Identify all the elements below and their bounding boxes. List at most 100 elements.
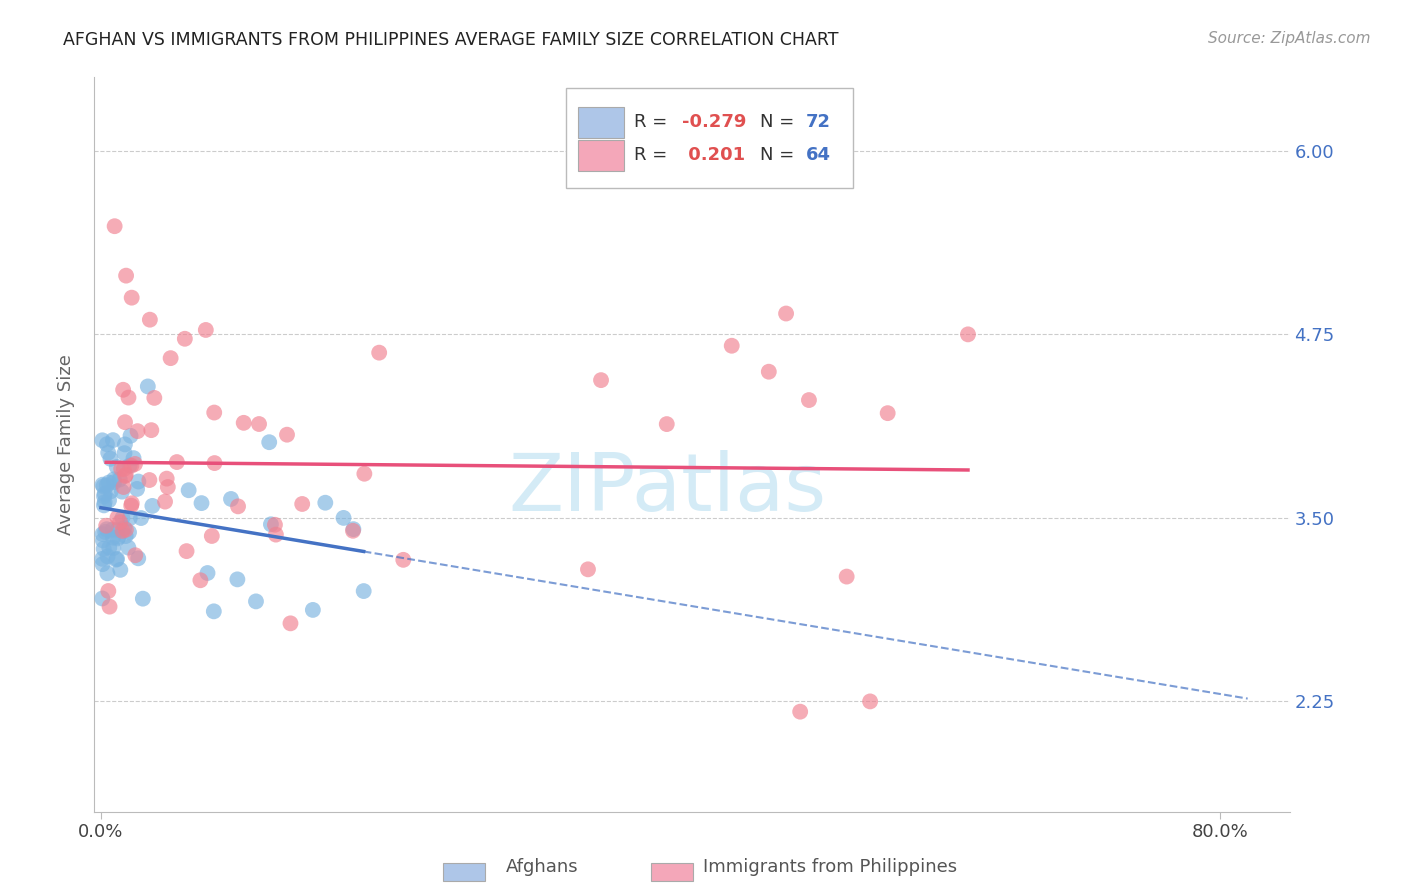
Point xyxy=(97,445,120,459)
Point xyxy=(117,391,139,405)
Point xyxy=(103,472,125,486)
Point xyxy=(589,373,612,387)
Text: Immigrants from Philippines: Immigrants from Philippines xyxy=(703,858,957,876)
Point xyxy=(720,339,742,353)
Point xyxy=(197,566,219,580)
Point xyxy=(127,551,149,566)
Point xyxy=(173,332,195,346)
Point xyxy=(105,552,128,566)
Point xyxy=(247,417,270,431)
Point xyxy=(93,499,115,513)
Point xyxy=(775,306,797,320)
Point xyxy=(190,496,212,510)
Point xyxy=(97,475,120,490)
Point xyxy=(101,433,124,447)
Point xyxy=(96,549,118,564)
Point xyxy=(120,458,142,473)
Point xyxy=(576,562,599,576)
Point xyxy=(91,533,114,548)
Text: 72: 72 xyxy=(806,113,831,131)
Point xyxy=(264,527,287,541)
Point xyxy=(97,584,120,599)
Point xyxy=(114,467,136,482)
Point xyxy=(111,524,134,538)
Point xyxy=(112,383,135,397)
Point xyxy=(124,457,146,471)
Point xyxy=(177,483,200,498)
Point xyxy=(93,495,115,509)
Point xyxy=(96,518,118,533)
Point xyxy=(202,604,225,618)
Point xyxy=(342,524,364,538)
Point xyxy=(342,522,364,536)
Point xyxy=(93,479,115,493)
Point xyxy=(108,472,131,486)
Point xyxy=(112,521,135,535)
Point xyxy=(835,569,858,583)
Point xyxy=(114,437,136,451)
Point xyxy=(122,451,145,466)
Point xyxy=(302,603,325,617)
Point xyxy=(314,496,336,510)
Point xyxy=(101,523,124,537)
Point xyxy=(368,345,391,359)
Point xyxy=(202,406,225,420)
Text: R =: R = xyxy=(634,146,673,164)
Point xyxy=(166,455,188,469)
Point xyxy=(96,522,118,536)
Point xyxy=(121,496,143,510)
Point xyxy=(98,493,121,508)
FancyBboxPatch shape xyxy=(578,140,624,170)
Point xyxy=(105,552,128,566)
Point xyxy=(129,511,152,525)
Point xyxy=(232,416,254,430)
Text: N =: N = xyxy=(761,146,800,164)
Point xyxy=(156,480,179,494)
Point xyxy=(655,417,678,431)
Point xyxy=(115,268,138,283)
Point xyxy=(201,529,224,543)
Point xyxy=(120,429,142,443)
Point xyxy=(114,446,136,460)
Point xyxy=(96,478,118,492)
Point xyxy=(110,563,132,577)
Point xyxy=(797,392,820,407)
Point xyxy=(91,527,114,541)
Point xyxy=(127,424,149,438)
Point xyxy=(98,599,121,614)
Point xyxy=(93,489,115,503)
Point xyxy=(114,469,136,483)
Point xyxy=(353,584,375,599)
Point xyxy=(204,456,226,470)
Text: 0.201: 0.201 xyxy=(682,146,745,164)
Point xyxy=(115,523,138,537)
Point xyxy=(245,594,267,608)
Point xyxy=(190,574,212,588)
Point xyxy=(291,497,314,511)
Point xyxy=(103,475,125,489)
Point xyxy=(94,524,117,539)
Text: Source: ZipAtlas.com: Source: ZipAtlas.com xyxy=(1208,31,1371,46)
Point xyxy=(264,517,287,532)
Point xyxy=(91,557,114,571)
Point xyxy=(91,551,114,566)
Point xyxy=(260,517,283,532)
Point xyxy=(107,532,129,546)
Point xyxy=(111,484,134,499)
Point xyxy=(257,435,280,450)
Point xyxy=(103,541,125,555)
Point xyxy=(118,458,141,473)
Point xyxy=(108,515,131,529)
Point xyxy=(91,591,114,606)
Point xyxy=(104,219,127,234)
Point xyxy=(143,391,166,405)
Point xyxy=(105,459,128,474)
FancyBboxPatch shape xyxy=(578,107,624,137)
Point xyxy=(114,529,136,543)
Point xyxy=(118,525,141,540)
Point xyxy=(125,482,148,496)
Point xyxy=(118,511,141,525)
Point xyxy=(226,573,249,587)
Y-axis label: Average Family Size: Average Family Size xyxy=(58,354,75,535)
Point xyxy=(91,434,114,448)
